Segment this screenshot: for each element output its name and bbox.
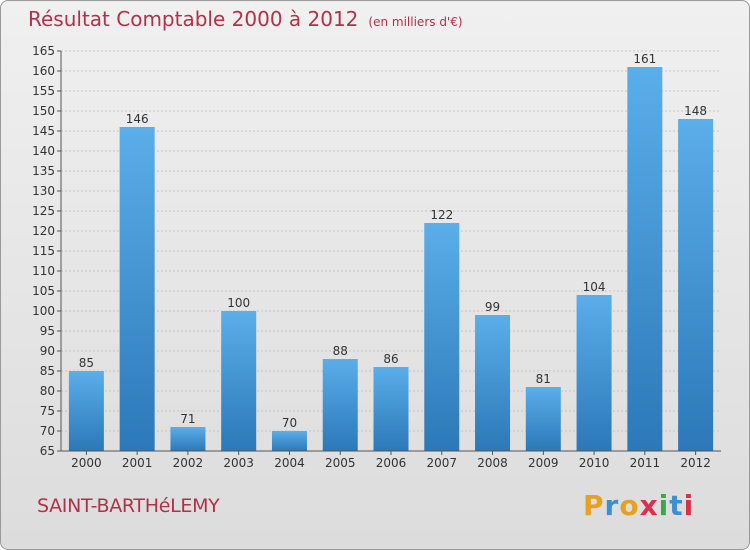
- y-tick-label: 85: [40, 364, 55, 378]
- y-tick-label: 70: [40, 424, 55, 438]
- logo-letter: r: [604, 489, 620, 522]
- y-tick-label: 145: [32, 124, 55, 138]
- y-tick-label: 135: [32, 164, 55, 178]
- data-label: 146: [126, 112, 149, 126]
- chart-title-block: Résultat Comptable 2000 à 2012 (en millie…: [28, 7, 463, 31]
- data-label: 104: [583, 280, 606, 294]
- x-tick-label: 2008: [477, 456, 508, 470]
- y-axis: 65 70 75 80 85 90 95 100 105 110 115 120 125 130 135 14…: [32, 44, 62, 458]
- data-label: 86: [383, 352, 398, 366]
- y-tick-label: 105: [32, 284, 55, 298]
- y-tick-label: 110: [32, 264, 55, 278]
- bar: [170, 427, 206, 451]
- x-tick-label: 2009: [528, 456, 559, 470]
- x-tick-label: 2000: [71, 456, 102, 470]
- y-tick-label: 95: [40, 324, 55, 338]
- y-tick-label: 140: [32, 144, 55, 158]
- x-tick-label: 2007: [426, 456, 457, 470]
- bar: [525, 387, 561, 451]
- data-label: 71: [180, 412, 195, 426]
- data-label: 85: [79, 356, 94, 370]
- bar: [678, 119, 714, 451]
- x-axis: 2000 2001 2002 2003 2004 2005 2006 2007 2008 2009…: [61, 450, 721, 470]
- y-tick-label: 65: [40, 444, 55, 458]
- bars: 85 146 71 100 70 88 86 122 99 81 104 161 148: [68, 52, 714, 451]
- y-tick-label: 130: [32, 184, 55, 198]
- y-tick-label: 100: [32, 304, 55, 318]
- data-label: 161: [633, 52, 656, 66]
- y-tick-label: 155: [32, 84, 55, 98]
- x-tick-label: 2001: [122, 456, 153, 470]
- bar: [475, 315, 511, 451]
- y-tick-label: 75: [40, 404, 55, 418]
- bar: [576, 295, 612, 451]
- chart-subtitle: (en milliers d'€): [368, 15, 463, 29]
- data-label: 88: [333, 344, 348, 358]
- y-tick-label: 120: [32, 224, 55, 238]
- x-tick-label: 2002: [173, 456, 204, 470]
- logo-letter: P: [583, 489, 605, 522]
- y-tick-label: 115: [32, 244, 55, 258]
- data-label: 100: [227, 296, 250, 310]
- x-tick-label: 2005: [325, 456, 356, 470]
- y-tick-label: 125: [32, 204, 55, 218]
- x-tick-label: 2003: [223, 456, 254, 470]
- bar: [119, 127, 155, 451]
- x-tick-label: 2012: [680, 456, 711, 470]
- bar: [424, 223, 460, 451]
- y-tick-label: 90: [40, 344, 55, 358]
- bar: [68, 371, 104, 451]
- y-tick-label: 150: [32, 104, 55, 118]
- logo-letter: o: [619, 489, 640, 522]
- data-label: 70: [282, 416, 297, 430]
- x-tick-label: 2010: [579, 456, 610, 470]
- data-label: 81: [536, 372, 551, 386]
- commune-name: SAINT-BARTHéLEMY: [37, 495, 220, 517]
- bar: [373, 367, 409, 451]
- y-tick-label: 165: [32, 44, 55, 58]
- y-tick-label: 160: [32, 64, 55, 78]
- data-label: 122: [430, 208, 453, 222]
- y-tick-label: 80: [40, 384, 55, 398]
- bar: [627, 67, 663, 451]
- logo-letter: i: [683, 489, 695, 522]
- logo-letter: t: [669, 489, 684, 522]
- logo-letter: i: [658, 489, 670, 522]
- bar: [221, 311, 257, 451]
- x-tick-label: 2006: [376, 456, 407, 470]
- chart-title: Résultat Comptable 2000 à 2012: [28, 7, 359, 31]
- x-tick-label: 2004: [274, 456, 305, 470]
- data-label: 99: [485, 300, 500, 314]
- logo-letter: x: [639, 489, 659, 522]
- x-tick-label: 2011: [630, 456, 661, 470]
- data-label: 148: [684, 104, 707, 118]
- bar: [322, 359, 358, 451]
- proxiti-logo[interactable]: Proxiti: [583, 489, 694, 522]
- bar: [271, 431, 307, 451]
